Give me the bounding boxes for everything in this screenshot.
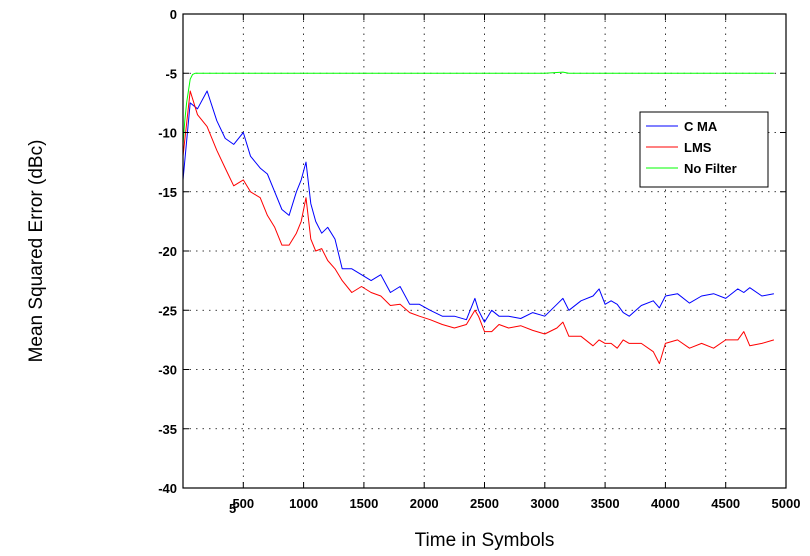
axis-ticks: 500 1000 1500 2000 2500 3000 3500 4000 4500 5000 0…	[158, 7, 800, 511]
x-corner-label: 5	[229, 501, 236, 516]
x-tick-label: 2500	[470, 496, 499, 511]
series-lines	[182, 71, 775, 365]
y-tick-label: -10	[158, 126, 177, 141]
x-tick-label: 1000	[289, 496, 318, 511]
legend-label-2: No Filter	[684, 161, 737, 176]
grid-lines	[183, 14, 786, 488]
series-line-0	[182, 90, 774, 323]
x-tick-label: 4000	[651, 496, 680, 511]
x-tick-label: 5000	[772, 496, 801, 511]
x-tick-label: 4500	[711, 496, 740, 511]
series-line-1	[182, 90, 775, 365]
series-line-2	[182, 71, 774, 145]
y-tick-label: 0	[170, 7, 177, 22]
x-tick-label: 500	[232, 496, 254, 511]
legend-label-0: C MA	[684, 119, 718, 134]
legend: C MA LMS No Filter	[639, 111, 769, 188]
y-tick-label: -35	[158, 422, 177, 437]
x-tick-label: 1500	[349, 496, 378, 511]
y-tick-label: -5	[165, 66, 177, 81]
x-tick-label: 3500	[591, 496, 620, 511]
y-tick-label: -25	[158, 303, 177, 318]
y-axis-title: Mean Squared Error (dBc)	[26, 140, 47, 363]
y-tick-label: -40	[158, 481, 177, 496]
legend-box	[639, 111, 769, 188]
x-tick-label: 2000	[410, 496, 439, 511]
y-tick-label: -15	[158, 185, 177, 200]
x-axis-title: Time in Symbols	[415, 530, 555, 551]
y-tick-label: -30	[158, 363, 177, 378]
plot-frame	[182, 13, 787, 489]
y-tick-label: -20	[158, 244, 177, 259]
legend-label-1: LMS	[684, 140, 712, 155]
x-tick-label: 3000	[530, 496, 559, 511]
